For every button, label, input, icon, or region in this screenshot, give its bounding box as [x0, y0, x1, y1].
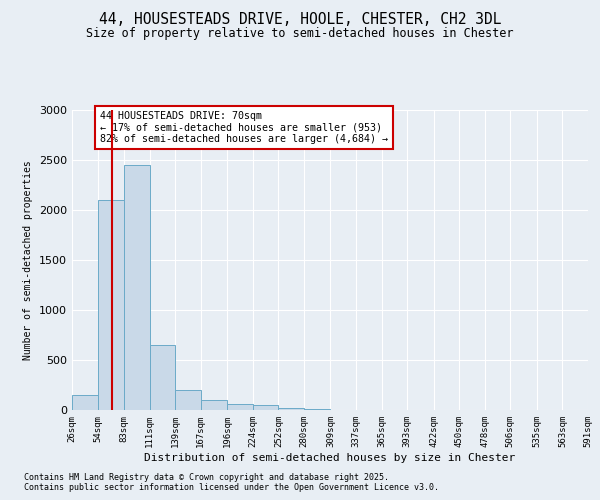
X-axis label: Distribution of semi-detached houses by size in Chester: Distribution of semi-detached houses by … — [145, 452, 515, 462]
Text: Contains public sector information licensed under the Open Government Licence v3: Contains public sector information licen… — [24, 484, 439, 492]
Bar — [278, 408, 304, 410]
Bar — [149, 345, 175, 410]
Bar — [72, 395, 98, 410]
Bar — [227, 404, 253, 410]
Text: 44 HOUSESTEADS DRIVE: 70sqm
← 17% of semi-detached houses are smaller (953)
82% : 44 HOUSESTEADS DRIVE: 70sqm ← 17% of sem… — [100, 111, 388, 144]
Bar — [253, 405, 278, 410]
Bar — [201, 400, 227, 410]
Text: 44, HOUSESTEADS DRIVE, HOOLE, CHESTER, CH2 3DL: 44, HOUSESTEADS DRIVE, HOOLE, CHESTER, C… — [99, 12, 501, 28]
Y-axis label: Number of semi-detached properties: Number of semi-detached properties — [23, 160, 34, 360]
Bar — [124, 165, 149, 410]
Text: Contains HM Land Registry data © Crown copyright and database right 2025.: Contains HM Land Registry data © Crown c… — [24, 474, 389, 482]
Bar — [304, 409, 331, 410]
Text: Size of property relative to semi-detached houses in Chester: Size of property relative to semi-detach… — [86, 28, 514, 40]
Bar — [98, 200, 124, 410]
Bar — [175, 390, 201, 410]
